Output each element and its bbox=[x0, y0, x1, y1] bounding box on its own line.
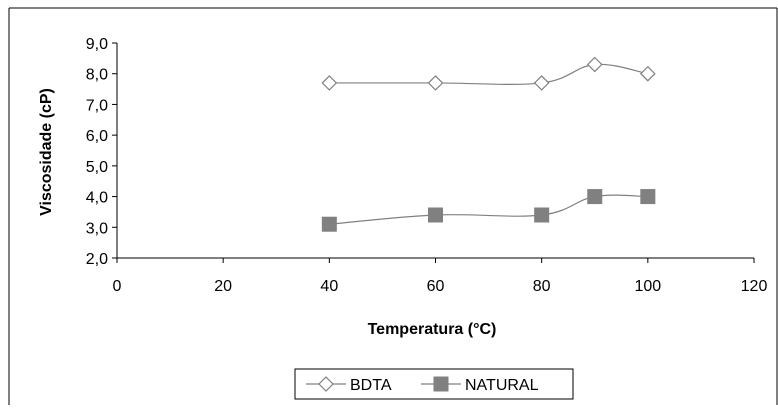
data-point-natural bbox=[321, 216, 337, 232]
y-tick-label: 8,0 bbox=[86, 67, 108, 84]
data-point-natural bbox=[534, 207, 550, 223]
y-tick-label: 6,0 bbox=[86, 128, 108, 145]
data-point-bdta bbox=[586, 56, 603, 73]
legend-label-bdta: BDTA bbox=[350, 377, 392, 394]
x-tick-label: 120 bbox=[741, 278, 768, 295]
x-tick-label: 20 bbox=[214, 278, 232, 295]
y-tick-label: 7,0 bbox=[86, 97, 108, 114]
series-line-bdta bbox=[329, 63, 648, 85]
x-tick-label: 40 bbox=[320, 278, 338, 295]
axes: 2,0 3,0 4,0 5,0 6,0 7,0 8,0 9,0 0 20 40 60 80 100 120 bbox=[86, 36, 768, 295]
y-axis-title: Viscosidade (cP) bbox=[38, 88, 55, 216]
data-point-natural bbox=[640, 189, 656, 205]
data-point-bdta bbox=[427, 75, 444, 91]
x-tick-label: 0 bbox=[113, 278, 122, 295]
data-point-bdta bbox=[533, 75, 550, 91]
legend-item-natural: NATURAL bbox=[421, 376, 539, 394]
x-tick-label: 60 bbox=[427, 278, 445, 295]
legend-item-bdta: BDTA bbox=[306, 376, 392, 394]
y-tick-label: 4,0 bbox=[86, 190, 108, 207]
legend-marker-bdta bbox=[318, 376, 334, 392]
legend-marker-natural bbox=[433, 376, 449, 392]
data-point-bdta bbox=[321, 75, 338, 91]
y-tick-label: 5,0 bbox=[86, 159, 108, 176]
data-point-natural bbox=[587, 189, 603, 205]
series-line-natural bbox=[329, 194, 648, 225]
series-bdta bbox=[321, 56, 656, 91]
x-axis-title: Temperatura (°C) bbox=[368, 321, 497, 338]
data-point-bdta bbox=[639, 65, 656, 82]
legend-label-natural: NATURAL bbox=[465, 377, 539, 394]
series-layer bbox=[321, 56, 656, 232]
legend: BDTA NATURAL bbox=[294, 368, 574, 400]
x-tick-label: 100 bbox=[634, 278, 661, 295]
data-point-natural bbox=[428, 207, 443, 223]
y-tick-label: 2,0 bbox=[86, 251, 108, 268]
y-tick-label: 3,0 bbox=[86, 220, 108, 237]
y-tick-label: 9,0 bbox=[86, 36, 108, 53]
series-natural bbox=[321, 189, 656, 232]
x-tick-label: 80 bbox=[533, 278, 551, 295]
